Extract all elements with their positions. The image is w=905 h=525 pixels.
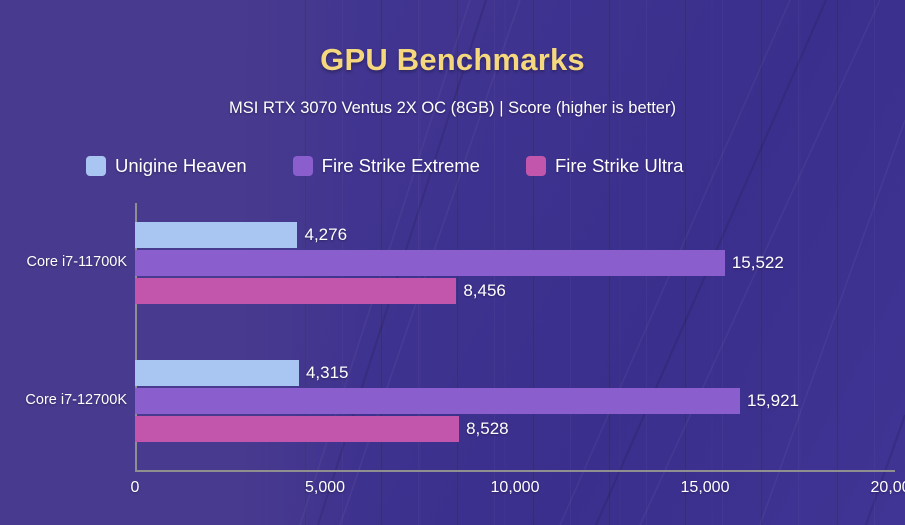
bar-value-label: 4,276 bbox=[304, 225, 348, 244]
page-title: GPU Benchmarks bbox=[320, 42, 585, 77]
x-axis-tick-label: 10,000 bbox=[490, 479, 540, 496]
chart-legend: Unigine Heaven Fire Strike Extreme Fire … bbox=[86, 155, 683, 177]
legend-item-unigine-heaven[interactable]: Unigine Heaven bbox=[86, 155, 247, 177]
bar-value-label: 8,528 bbox=[466, 419, 509, 438]
bar bbox=[135, 388, 740, 414]
x-axis-tick-label: 15,000 bbox=[680, 479, 730, 496]
category-label: Core i7-11700K bbox=[26, 254, 128, 270]
bar bbox=[135, 278, 457, 304]
bar-value-label: 15,522 bbox=[731, 253, 784, 272]
legend-swatch-icon bbox=[86, 156, 106, 176]
x-axis-line bbox=[135, 470, 895, 472]
x-axis-tick-label: 0 bbox=[130, 479, 140, 496]
bar-value-label: 8,456 bbox=[463, 281, 506, 300]
bar bbox=[135, 360, 299, 386]
bar-value-label: 4,315 bbox=[305, 363, 349, 382]
bar-value-label: 15,921 bbox=[746, 391, 799, 410]
bar bbox=[135, 250, 725, 276]
legend-item-fire-strike-extreme[interactable]: Fire Strike Extreme bbox=[292, 155, 480, 177]
legend-label: Fire Strike Ultra bbox=[554, 155, 684, 176]
legend-swatch-icon bbox=[292, 156, 313, 176]
legend-item-fire-strike-ultra[interactable]: Fire Strike Ultra bbox=[525, 155, 684, 177]
legend-label: Fire Strike Extreme bbox=[321, 155, 480, 176]
x-axis-tick-label: 5,000 bbox=[304, 479, 346, 496]
bar bbox=[135, 416, 460, 442]
legend-swatch-icon bbox=[525, 156, 546, 176]
category-label: Core i7-12700K bbox=[25, 392, 127, 408]
bar bbox=[135, 222, 298, 248]
chart-subtitle: MSI RTX 3070 Ventus 2X OC (8GB) | Score … bbox=[229, 99, 676, 117]
y-axis-line bbox=[135, 203, 137, 471]
legend-label: Unigine Heaven bbox=[115, 155, 247, 176]
x-axis-tick-label: 20,000 bbox=[870, 479, 905, 496]
